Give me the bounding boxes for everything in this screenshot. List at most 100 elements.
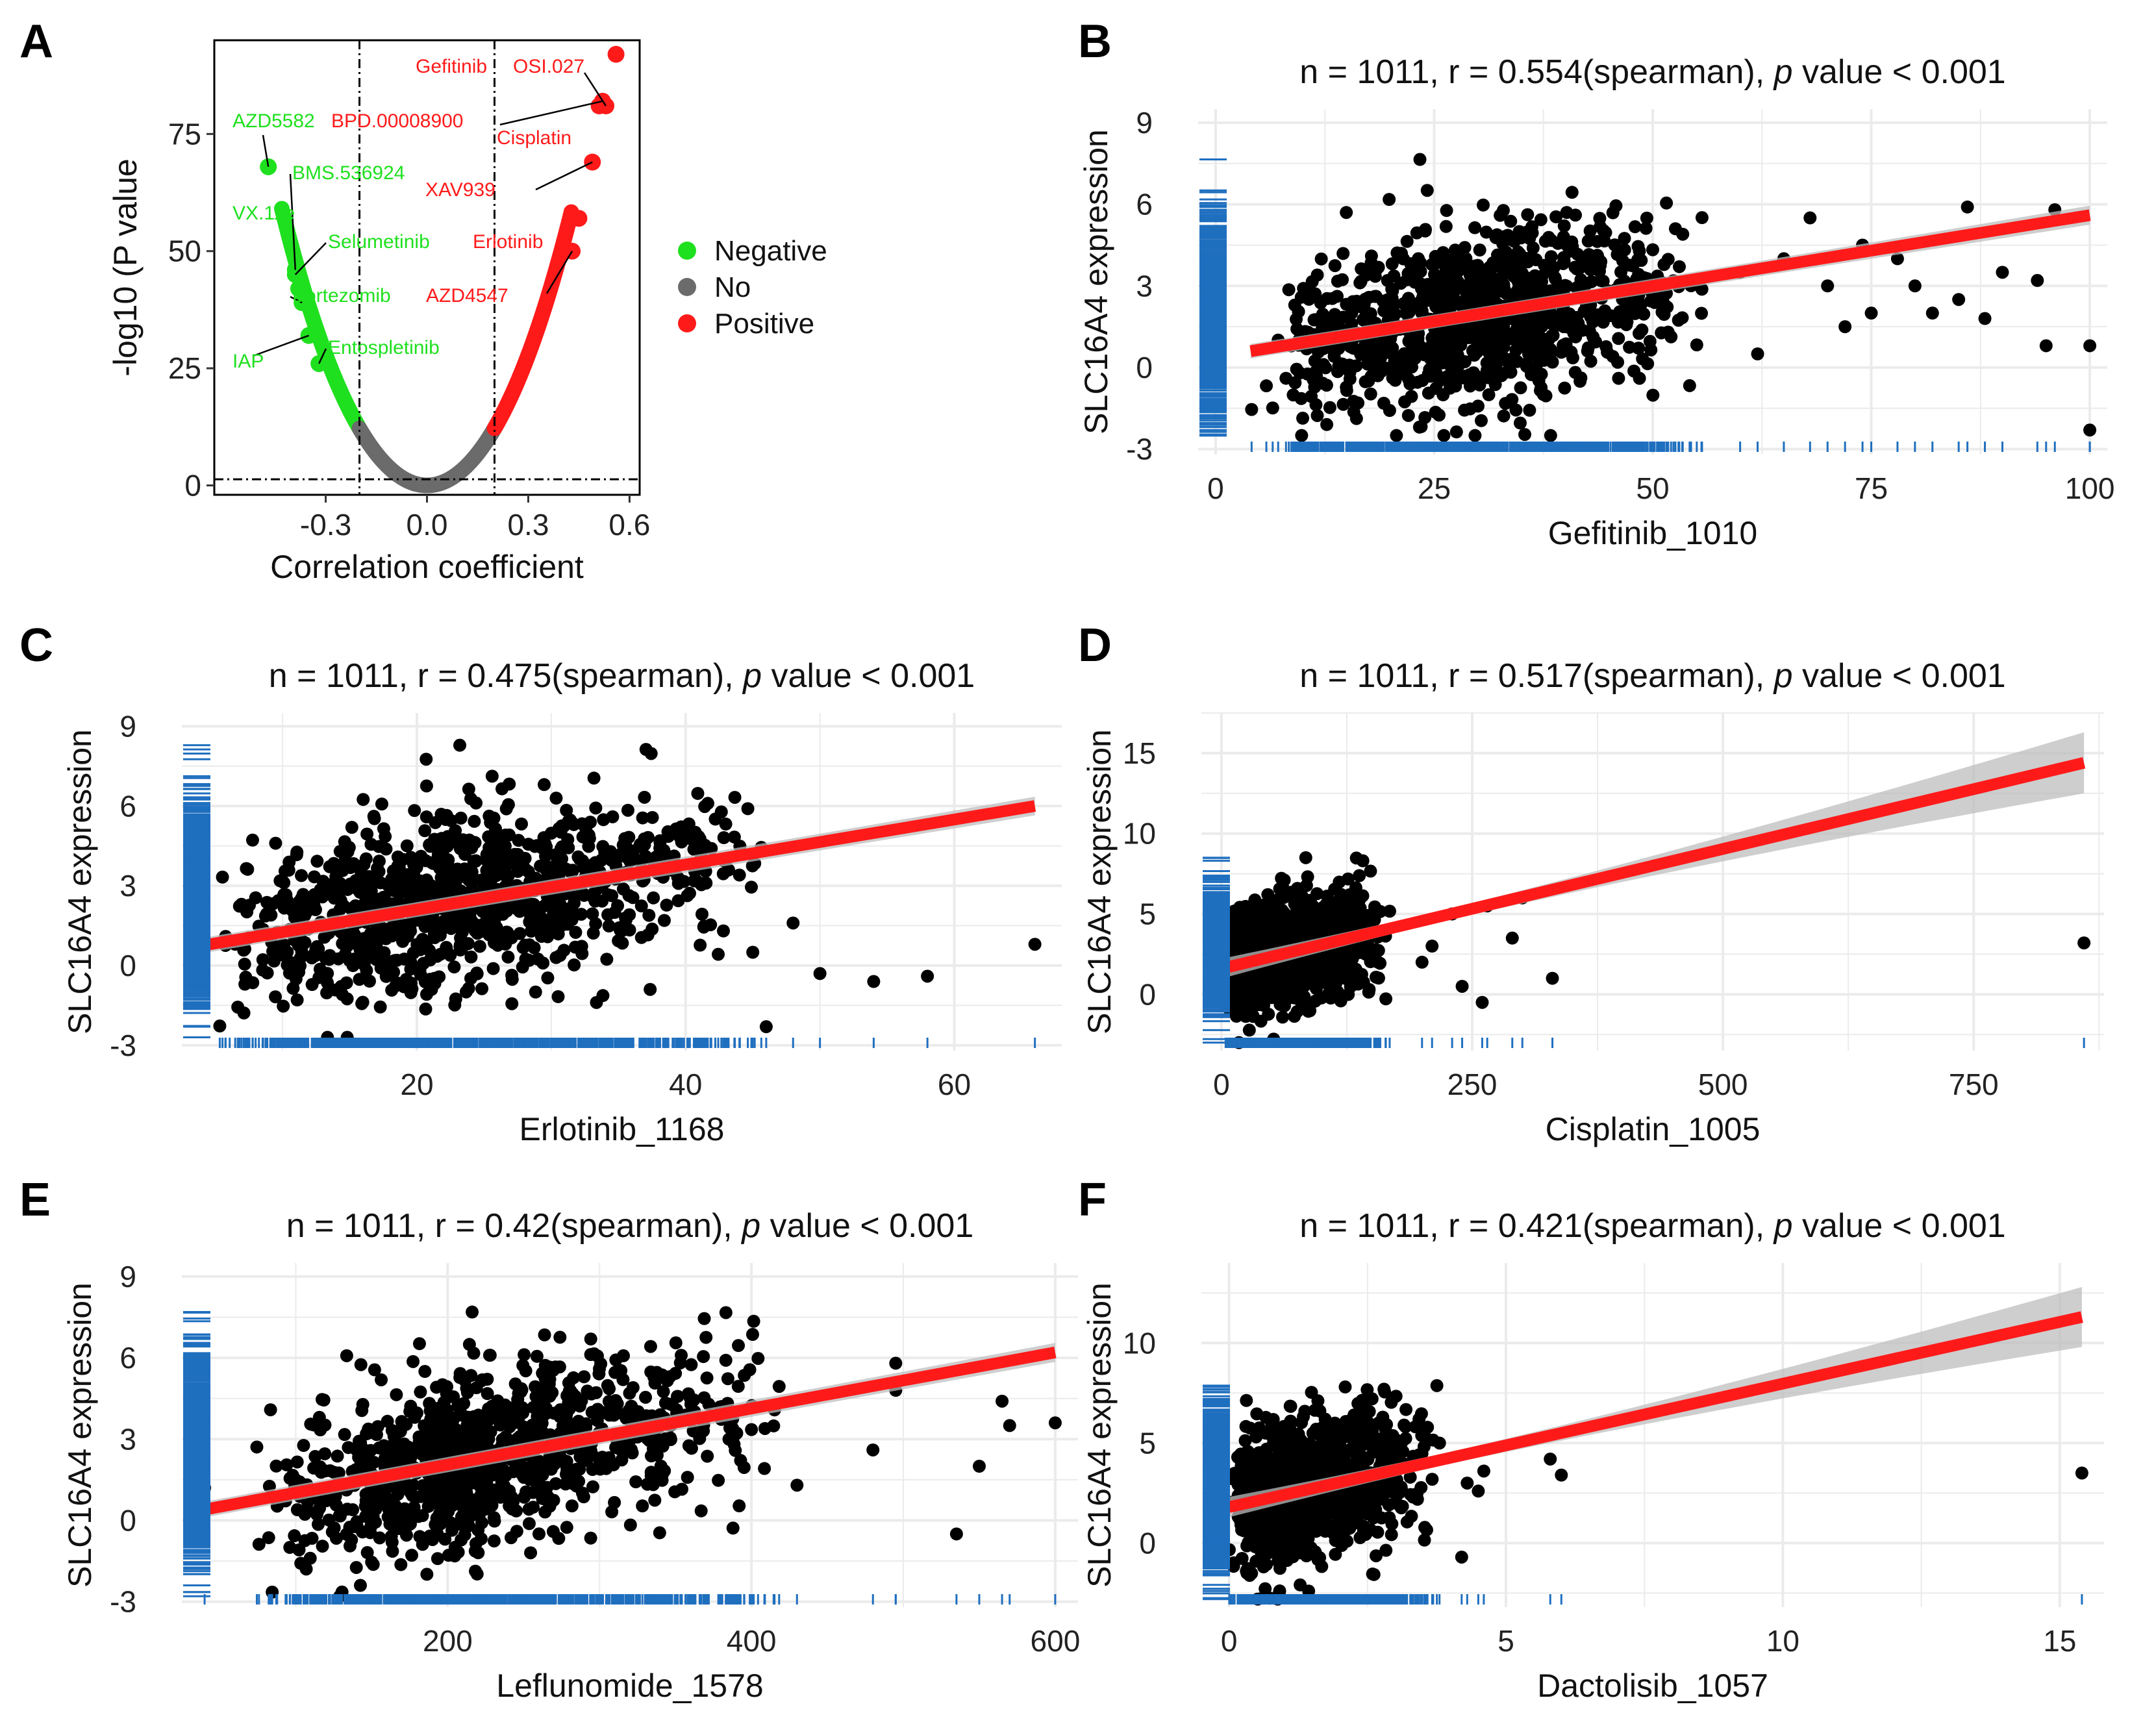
data-point: [420, 810, 433, 824]
data-point: [355, 997, 369, 1010]
data-point: [449, 835, 463, 849]
data-point: [1355, 342, 1369, 356]
data-point: [1821, 279, 1835, 293]
data-point: [867, 975, 881, 988]
data-point: [501, 868, 514, 882]
data-point: [1350, 294, 1364, 308]
data-point: [1336, 397, 1350, 411]
data-point: [626, 891, 640, 905]
data-point: [345, 821, 358, 834]
title-p-value: value < 0.001: [1793, 53, 2006, 91]
data-point: [505, 997, 519, 1010]
data-point: [681, 889, 694, 903]
data-point: [638, 790, 651, 804]
data-point: [1527, 328, 1541, 342]
data-point: [420, 779, 433, 793]
data-point: [423, 838, 436, 852]
data-point: [547, 917, 560, 931]
data-point: [1803, 211, 1817, 225]
data-point: [418, 824, 432, 838]
data-point: [1260, 379, 1273, 393]
data-point: [290, 845, 304, 859]
x-tick-label: 0: [1207, 471, 1224, 505]
data-point: [555, 819, 569, 832]
data-point: [712, 947, 725, 961]
data-point: [595, 894, 609, 908]
data-point: [1459, 252, 1473, 266]
data-point: [1538, 234, 1552, 248]
data-point: [1646, 388, 1660, 402]
data-point: [260, 966, 274, 980]
data-point: [569, 925, 583, 939]
y-axis-label: SLC16A4 expression: [1078, 129, 1114, 434]
data-point: [2031, 273, 2044, 287]
data-point: [1570, 310, 1583, 324]
data-point: [1331, 290, 1344, 303]
data-point: [447, 960, 461, 974]
data-point: [1514, 381, 1527, 395]
data-point: [1441, 351, 1455, 365]
data-point: [1675, 311, 1689, 325]
data-point: [1978, 312, 1992, 325]
data-point: [1466, 366, 1480, 380]
data-point: [1636, 352, 1649, 366]
data-point: [595, 853, 608, 867]
data-point: [468, 814, 481, 828]
data-point: [499, 828, 512, 842]
data-point: [1458, 355, 1472, 368]
data-point: [420, 988, 433, 1001]
data-point: [516, 960, 529, 974]
data-point: [1539, 351, 1553, 364]
y-axis-label: -log10 (P value: [107, 158, 144, 376]
data-point: [601, 908, 615, 921]
data-point: [537, 778, 551, 792]
data-point: [1499, 397, 1512, 410]
data-point: [1435, 252, 1449, 266]
data-point: [307, 870, 321, 884]
data-point: [716, 924, 730, 938]
data-point: [484, 873, 498, 886]
data-point: [719, 818, 733, 831]
data-point: [319, 970, 332, 984]
data-point: [1565, 186, 1579, 199]
data-point: [1535, 368, 1548, 381]
data-point: [1618, 243, 1631, 256]
data-point: [1433, 374, 1446, 388]
data-point: [1385, 257, 1399, 271]
data-point: [1290, 322, 1304, 336]
data-point: [1295, 429, 1309, 442]
annotation-leader-line: [253, 334, 309, 357]
data-point: [638, 832, 651, 845]
y-tick-label: 0: [184, 469, 201, 503]
data-point: [1318, 314, 1331, 327]
data-point: [515, 817, 529, 831]
data-point: [320, 986, 334, 1000]
data-point: [1644, 343, 1658, 356]
data-point: [414, 849, 428, 863]
data-point: [1340, 206, 1353, 219]
data-point: [1525, 367, 1538, 381]
data-point: [646, 922, 659, 936]
data-point: [1425, 290, 1438, 303]
plot-area: [201, 738, 1042, 1044]
data-point: [1437, 429, 1451, 442]
data-point: [419, 1002, 432, 1016]
data-point: [1473, 244, 1486, 257]
data-point: [1390, 429, 1403, 442]
data-point: [562, 841, 575, 855]
data-point: [1418, 223, 1432, 236]
data-point: [1539, 284, 1553, 298]
data-point: [1418, 280, 1432, 294]
data-point: [568, 958, 581, 972]
data-point: [1499, 328, 1513, 342]
data-point: [513, 927, 527, 940]
data-point: [538, 899, 551, 912]
data-point: [459, 985, 473, 999]
data-point: [290, 993, 304, 1006]
legend-positive-marker: [678, 314, 696, 332]
data-point: [622, 831, 636, 844]
data-point: [1525, 220, 1539, 234]
data-point: [551, 990, 565, 1003]
data-point: [694, 938, 707, 952]
x-tick-label: -0.3: [300, 508, 351, 542]
